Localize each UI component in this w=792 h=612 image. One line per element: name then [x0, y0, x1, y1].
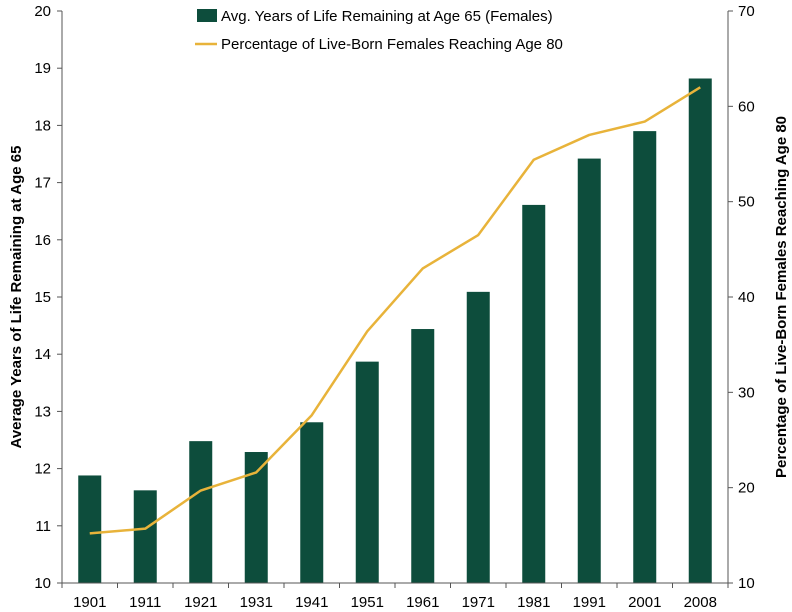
left-tick-label: 10 [34, 575, 51, 592]
x-tick-label: 1961 [406, 594, 439, 611]
left-tick-label: 11 [35, 518, 51, 535]
bar-1951 [355, 361, 379, 583]
bar-1991 [577, 158, 601, 584]
right-tick-label: 50 [738, 194, 755, 211]
line-series [89, 86, 701, 535]
left-tick-label: 19 [34, 60, 51, 77]
x-tick-label: 1991 [573, 594, 606, 611]
left-tick-label: 20 [34, 3, 51, 20]
left-y-ticks: 10 11 12 13 14 15 16 17 18 19 20 [34, 3, 62, 592]
left-tick-label: 16 [34, 232, 51, 249]
legend-bar-swatch [197, 9, 217, 22]
bar-1971 [466, 291, 490, 583]
x-tick-label: 1901 [73, 594, 106, 611]
right-y-axis-title: Percentage of Live-Born Females Reaching… [773, 116, 790, 478]
x-tick-label: 1931 [240, 594, 273, 611]
right-y-ticks: 10 20 30 40 50 60 70 [728, 3, 755, 592]
left-tick-label: 17 [34, 175, 51, 192]
right-tick-label: 10 [738, 575, 755, 592]
right-tick-label: 70 [738, 3, 755, 20]
bar-2008 [688, 78, 712, 583]
bar-1941 [300, 422, 324, 583]
left-tick-label: 15 [34, 289, 51, 306]
x-tick-label: 2008 [684, 594, 717, 611]
left-y-axis-title: Average Years of Life Remaining at Age 6… [8, 146, 25, 449]
bar-2001 [633, 131, 657, 583]
bar-1961 [411, 329, 435, 583]
x-tick-label: 1941 [295, 594, 328, 611]
bar-series [78, 78, 712, 584]
bar-1901 [78, 475, 102, 583]
x-tick-label: 1971 [462, 594, 495, 611]
x-tick-label: 1921 [184, 594, 217, 611]
bar-1921 [189, 441, 213, 583]
left-tick-label: 18 [34, 117, 51, 134]
bar-1931 [244, 452, 268, 583]
legend: Avg. Years of Life Remaining at Age 65 (… [195, 8, 563, 53]
x-tick-label: 1951 [351, 594, 384, 611]
left-tick-label: 14 [34, 346, 51, 363]
right-tick-label: 30 [738, 384, 755, 401]
right-tick-label: 20 [738, 480, 755, 497]
x-tick-label: 1911 [129, 594, 161, 611]
legend-bar-label: Avg. Years of Life Remaining at Age 65 (… [221, 8, 553, 25]
bar-1911 [133, 490, 157, 583]
left-tick-label: 13 [34, 403, 51, 420]
right-tick-label: 40 [738, 289, 755, 306]
x-ticks: 1901 1911 1921 1931 1941 1951 1961 1971 1981 1991… [61, 583, 729, 611]
left-tick-label: 12 [34, 461, 51, 478]
right-tick-label: 60 [738, 98, 755, 115]
x-tick-label: 2001 [628, 594, 661, 611]
bar-1981 [522, 204, 546, 583]
x-tick-label: 1981 [517, 594, 550, 611]
legend-line-label: Percentage of Live-Born Females Reaching… [221, 36, 563, 53]
